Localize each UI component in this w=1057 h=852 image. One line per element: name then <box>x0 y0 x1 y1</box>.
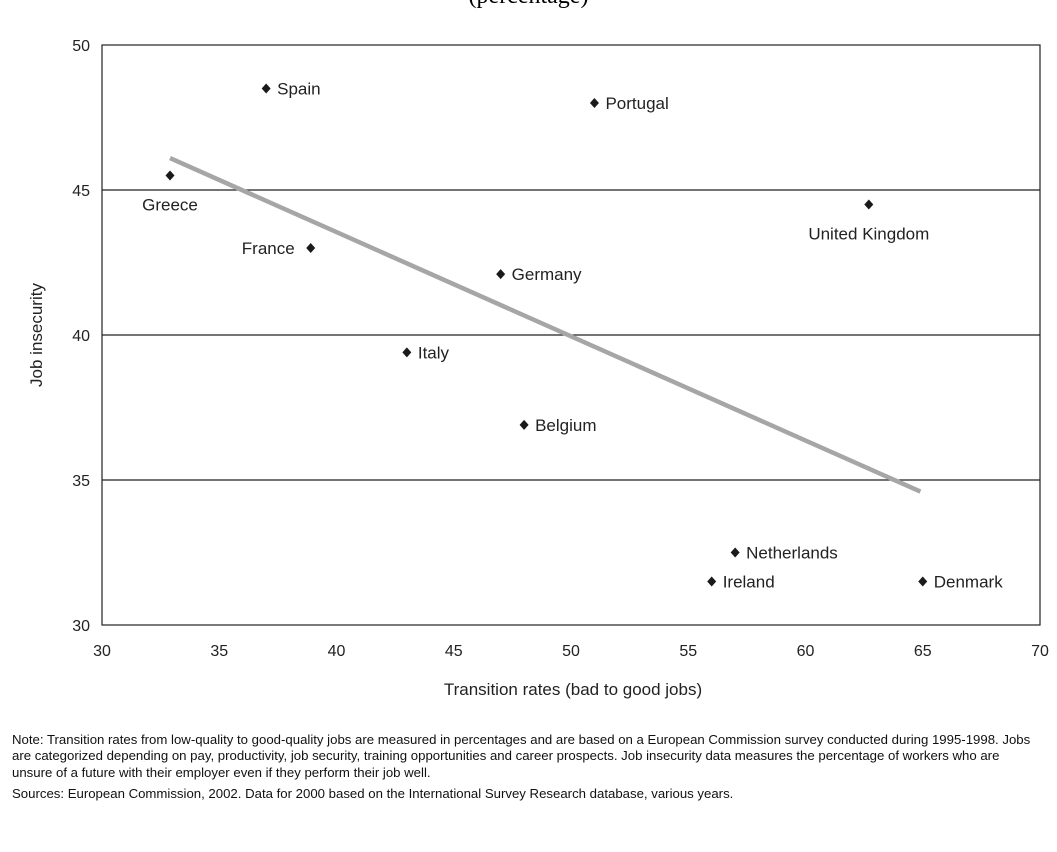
point-germany <box>496 269 506 280</box>
x-axis-title: Transition rates (bad to good jobs) <box>444 680 702 699</box>
point-denmark <box>918 576 928 587</box>
point-greece <box>165 170 175 181</box>
note-text: Note: Transition rates from low-quality … <box>12 732 1031 780</box>
y-tick-label: 40 <box>72 328 90 345</box>
point-france <box>306 243 316 253</box>
point-portugal <box>589 98 599 108</box>
point-spain <box>261 83 271 94</box>
y-tick-label: 50 <box>72 38 90 55</box>
point-label-united-kingdom: United Kingdom <box>808 225 929 244</box>
x-tick-label: 50 <box>562 643 580 660</box>
point-label-greece: Greece <box>142 196 198 215</box>
point-label-spain: Spain <box>277 80 320 99</box>
y-axis-ticks: 30 35 40 45 50 <box>72 38 90 635</box>
x-tick-label: 60 <box>797 643 815 660</box>
point-label-belgium: Belgium <box>535 416 596 435</box>
point-ireland <box>707 576 717 587</box>
data-points: Spain Portugal Greece United Kingdom France G… <box>142 80 1003 592</box>
point-label-netherlands: Netherlands <box>746 544 838 563</box>
x-tick-label: 45 <box>445 643 463 660</box>
x-tick-label: 35 <box>210 643 228 660</box>
point-label-italy: Italy <box>418 343 450 362</box>
x-tick-label: 55 <box>679 643 697 660</box>
footnotes: Note: Transition rates from low-quality … <box>12 732 1042 802</box>
x-tick-label: 40 <box>328 643 346 660</box>
y-tick-label: 35 <box>72 473 90 490</box>
x-axis-ticks: 30 35 40 45 50 55 60 65 70 <box>93 643 1049 660</box>
sources-text: Sources: European Commission, 2002. Data… <box>12 785 734 801</box>
point-label-germany: Germany <box>512 265 582 284</box>
x-tick-label: 70 <box>1031 643 1049 660</box>
y-axis-title: Job insecurity <box>27 283 46 387</box>
point-label-portugal: Portugal <box>605 94 668 113</box>
trend-line <box>169 156 922 494</box>
point-belgium <box>519 419 529 430</box>
x-tick-label: 30 <box>93 643 111 660</box>
point-italy <box>402 347 412 358</box>
plot-area-border <box>101 44 1041 626</box>
scatter-chart: 30 35 40 45 50 30 35 40 45 50 55 60 65 70 Spain Portu… <box>27 38 1049 699</box>
y-tick-label: 45 <box>72 183 90 200</box>
cropped-header-label: (percentage) <box>0 0 1057 10</box>
cropped-header-text: (percentage) <box>0 0 1057 14</box>
x-tick-label: 65 <box>914 643 932 660</box>
point-united-kingdom <box>864 199 874 210</box>
point-label-ireland: Ireland <box>723 573 775 592</box>
point-label-france: France <box>242 239 295 258</box>
point-label-denmark: Denmark <box>934 573 1003 592</box>
y-tick-label: 30 <box>72 618 90 635</box>
point-netherlands <box>730 547 740 558</box>
